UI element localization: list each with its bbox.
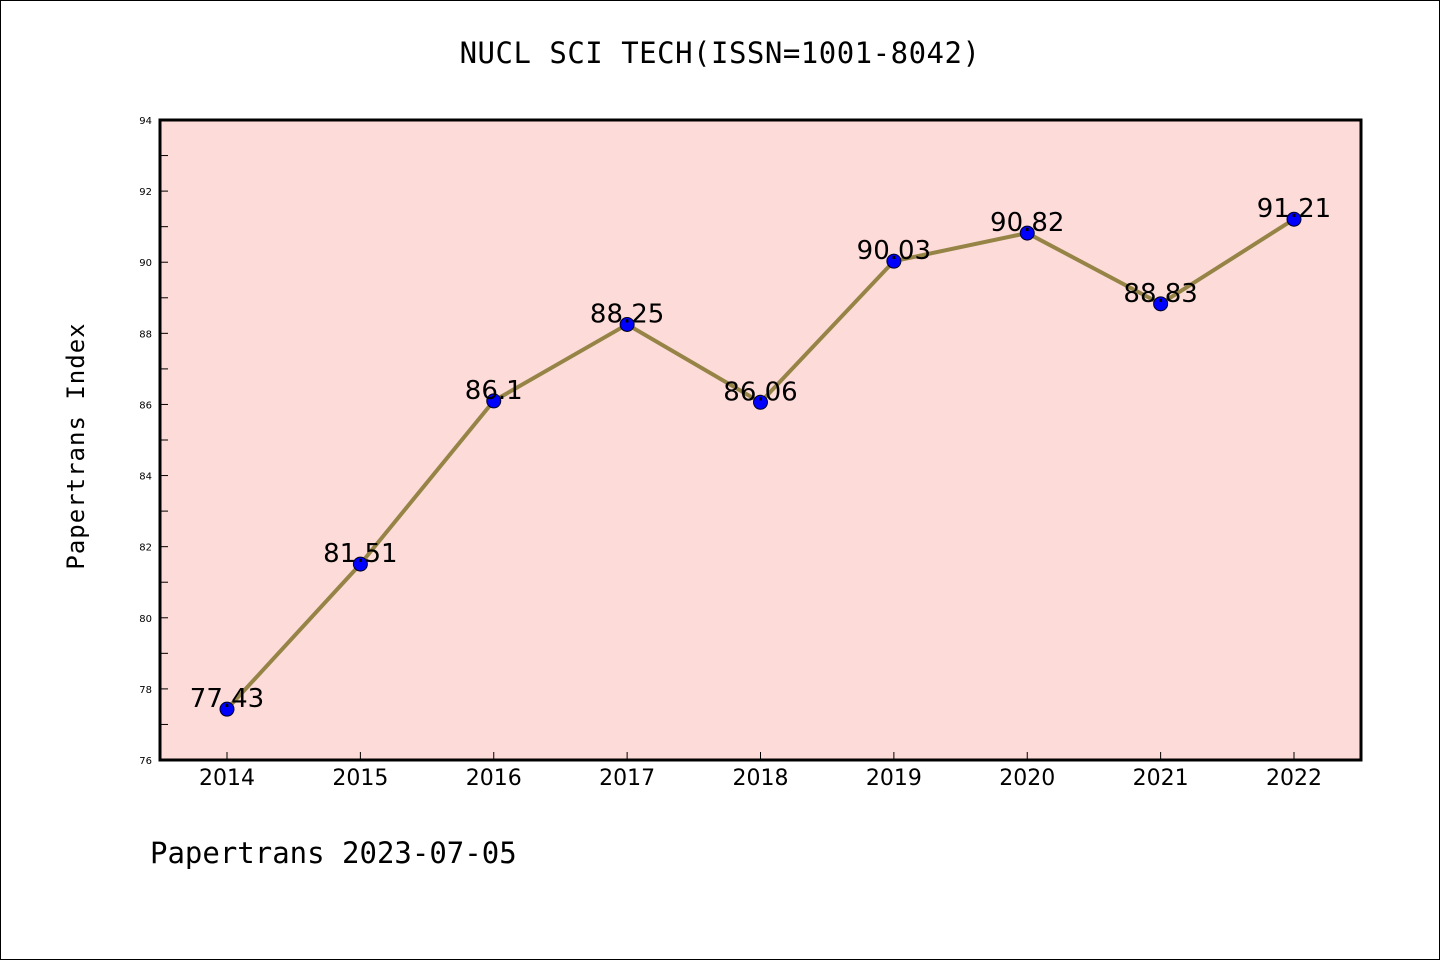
data-point [753, 394, 768, 410]
data-labels: 77.43 81.51 86.1 88.25 86.06 90.03 90.82 88.83 9… [190, 194, 1331, 714]
y-tick-label: 86 [139, 400, 152, 411]
data-markers [219, 211, 1302, 717]
x-tick-label: 2021 [1133, 766, 1189, 791]
x-axis: 2014 2015 2016 2017 2018 2019 2020 2021 2022 [199, 752, 1322, 791]
data-point [1286, 211, 1302, 227]
y-tick-label: 82 [139, 543, 152, 554]
x-tick-label: 2017 [599, 766, 655, 791]
y-tick-label: 88 [139, 329, 152, 340]
data-point [486, 393, 502, 409]
y-tick-label: 94 [139, 116, 152, 127]
data-point [1153, 296, 1169, 312]
data-point [352, 556, 368, 572]
data-label: 81.51 [323, 539, 397, 569]
x-tick-label: 2022 [1266, 766, 1322, 791]
data-label: 91.21 [1257, 194, 1331, 224]
y-tick-label: 92 [139, 187, 152, 198]
data-label: 90.82 [990, 208, 1064, 238]
x-tick-label: 2015 [332, 766, 388, 791]
y-tick-label: 80 [139, 614, 152, 625]
chart-title: NUCL SCI TECH(ISSN=1001-8042) [459, 36, 981, 70]
plot-border [158, 118, 1363, 762]
x-tick-label: 2016 [466, 766, 522, 791]
data-label: 90.03 [857, 236, 931, 266]
y-tick-label: 90 [139, 258, 152, 269]
x-tick-label: 2018 [733, 766, 789, 791]
plot-area [160, 120, 1361, 760]
data-label: 86.06 [723, 377, 797, 407]
data-label: 88.83 [1123, 279, 1197, 309]
y-tick-label: 76 [139, 756, 152, 767]
data-point [619, 316, 635, 332]
footer-date-stamp: Papertrans 2023-07-05 [150, 836, 517, 870]
data-label: 86.1 [465, 376, 523, 406]
data-point [219, 701, 235, 717]
y-tick-label: 78 [139, 685, 152, 696]
x-tick-label: 2020 [999, 766, 1055, 791]
data-label: 77.43 [190, 684, 264, 714]
data-point [886, 253, 902, 269]
x-tick-label: 2019 [866, 766, 922, 791]
y-tick-label: 84 [139, 472, 152, 483]
data-point [1019, 225, 1035, 241]
x-tick-label: 2014 [199, 766, 255, 791]
data-label: 88.25 [590, 299, 664, 329]
